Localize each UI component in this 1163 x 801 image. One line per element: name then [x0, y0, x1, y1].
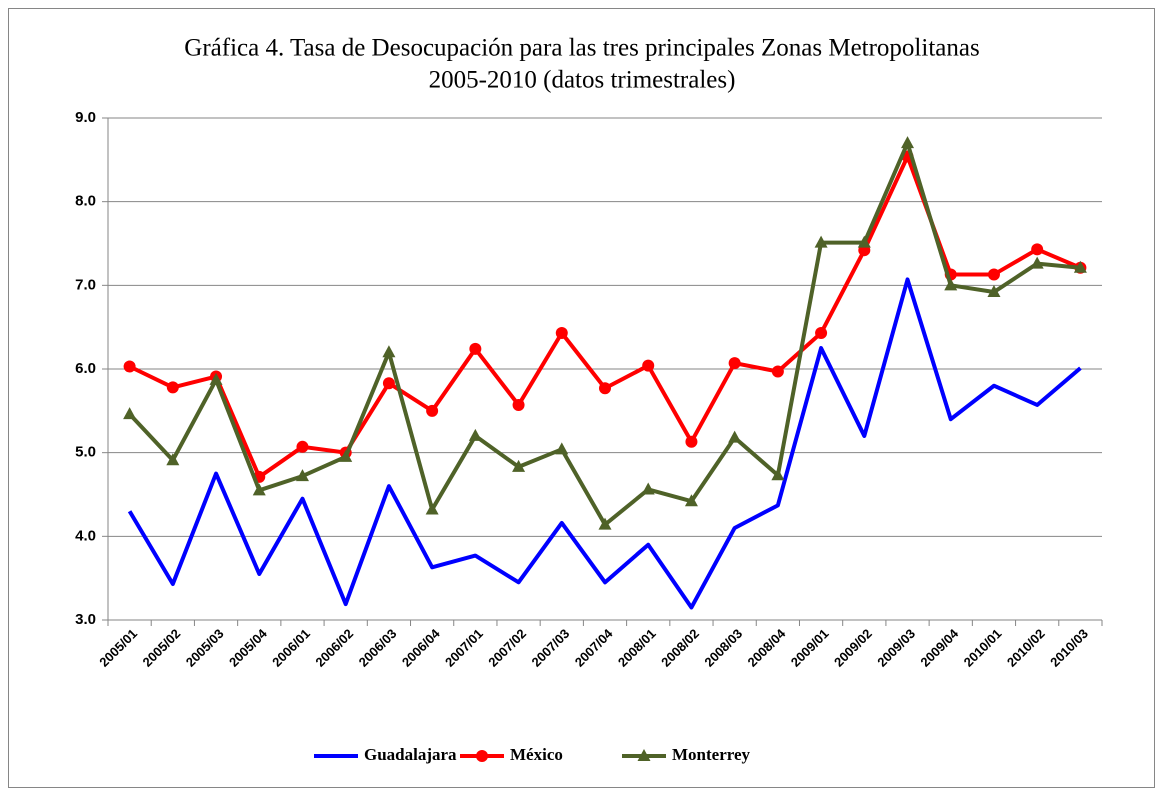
marker [728, 357, 741, 370]
marker [684, 494, 698, 507]
marker [252, 483, 266, 496]
legend-label: Guadalajara [364, 745, 457, 764]
legend-marker [476, 750, 488, 762]
legend-label: Monterrey [672, 745, 751, 764]
marker [1030, 256, 1044, 269]
marker [1073, 260, 1087, 273]
y-tick-label: 6.0 [75, 360, 96, 377]
legend-label: México [510, 745, 563, 764]
marker [944, 278, 958, 291]
series-line [127, 277, 1082, 610]
marker [382, 377, 395, 390]
marker [295, 469, 309, 482]
chart-title: Gráfica 4. Tasa de Desocupación para las… [184, 35, 979, 62]
marker [815, 327, 828, 340]
marker [555, 442, 569, 455]
marker [512, 459, 526, 472]
y-tick-label: 9.0 [75, 109, 96, 126]
marker [642, 359, 655, 372]
marker [987, 285, 1001, 298]
marker [166, 453, 180, 466]
marker [426, 404, 439, 417]
marker [123, 360, 136, 373]
marker [555, 327, 568, 340]
marker [1031, 243, 1044, 256]
marker [641, 482, 655, 495]
legend-marker [637, 749, 651, 761]
y-tick-label: 4.0 [75, 527, 96, 544]
marker [771, 468, 785, 481]
marker [166, 381, 179, 394]
chart-border [8, 8, 1155, 788]
marker [425, 502, 439, 515]
marker [685, 435, 698, 448]
marker [857, 235, 871, 248]
marker [814, 235, 828, 248]
marker [123, 407, 137, 420]
marker [468, 428, 482, 441]
marker [512, 398, 525, 411]
marker [771, 365, 784, 378]
marker [296, 440, 309, 453]
marker [339, 449, 353, 462]
marker [469, 342, 482, 355]
marker [728, 430, 742, 443]
y-tick-label: 5.0 [75, 444, 96, 461]
chart-subtitle: 2005-2010 (datos trimestrales) [429, 67, 736, 94]
marker [598, 517, 612, 530]
y-tick-label: 8.0 [75, 193, 96, 210]
y-tick-label: 7.0 [75, 276, 96, 293]
y-tick-label: 3.0 [75, 611, 96, 628]
marker [901, 136, 915, 149]
marker [987, 268, 1000, 281]
marker [209, 372, 223, 385]
marker [599, 382, 611, 395]
marker [382, 345, 396, 358]
